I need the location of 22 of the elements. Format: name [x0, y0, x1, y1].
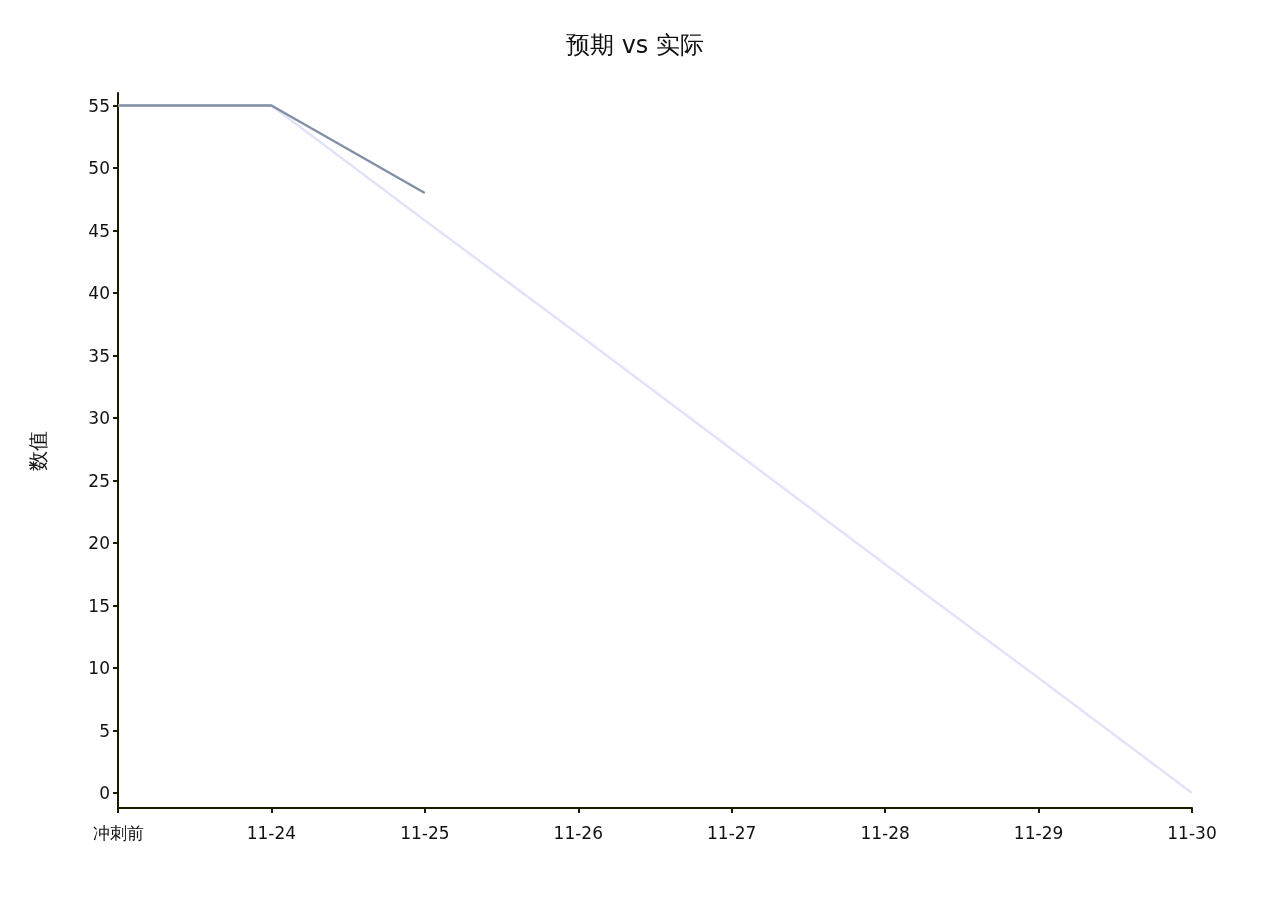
y-tick-label: 10: [88, 658, 110, 678]
y-tick-label: 50: [88, 158, 110, 178]
x-tick-label: 11-24: [246, 822, 297, 843]
x-tick-label: 11-25: [400, 822, 450, 843]
y-tick-label: 15: [88, 595, 110, 616]
x-tick-label: 11-30: [1167, 822, 1217, 843]
y-tick-label: 25: [88, 470, 110, 491]
y-tick-label: 0: [99, 783, 110, 803]
y-tick-label: 20: [88, 533, 110, 553]
y-tick-label: 35: [88, 345, 110, 366]
y-tick-label: 30: [88, 408, 110, 428]
y-tick-label: 40: [88, 283, 110, 303]
y-tick-label: 45: [88, 220, 110, 241]
chart-title: 预期 vs 实际: [566, 31, 704, 59]
x-tick-label: 冲刺前: [92, 822, 144, 843]
x-tick-label: 11-27: [707, 822, 757, 843]
x-tick-label: 11-29: [1013, 822, 1064, 843]
x-tick-label: 11-26: [553, 822, 603, 843]
x-tick-label: 11-28: [860, 822, 910, 843]
y-axis-title: 数值: [26, 430, 50, 471]
y-tick-label: 55: [88, 95, 110, 116]
y-tick-label: 5: [99, 720, 110, 741]
